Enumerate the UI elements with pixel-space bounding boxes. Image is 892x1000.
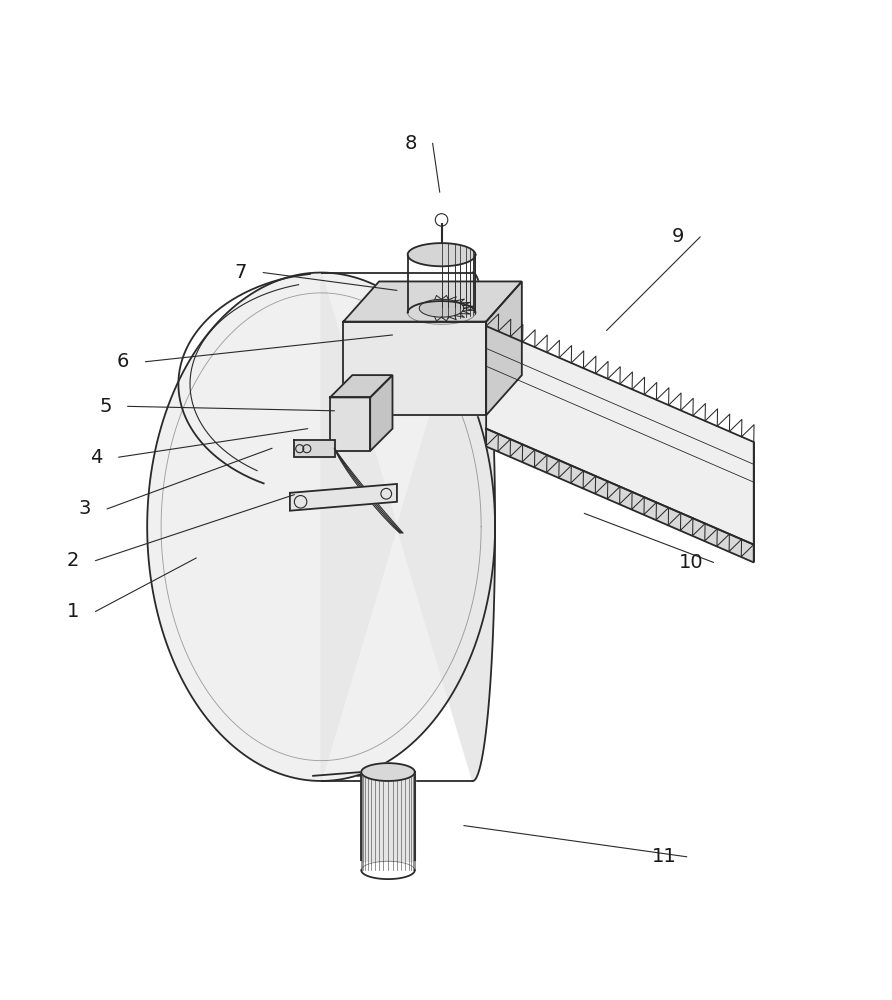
Text: 1: 1 xyxy=(67,602,79,621)
Text: 8: 8 xyxy=(404,134,417,153)
Polygon shape xyxy=(343,281,522,322)
Polygon shape xyxy=(419,299,464,317)
Text: 7: 7 xyxy=(235,263,247,282)
Polygon shape xyxy=(290,484,397,511)
Polygon shape xyxy=(361,772,415,861)
Text: 10: 10 xyxy=(679,553,704,572)
Polygon shape xyxy=(147,273,495,781)
Text: 6: 6 xyxy=(117,352,129,371)
Polygon shape xyxy=(408,243,475,266)
Polygon shape xyxy=(486,281,522,415)
Polygon shape xyxy=(321,273,495,781)
Polygon shape xyxy=(343,322,486,415)
Polygon shape xyxy=(361,763,415,781)
Text: 4: 4 xyxy=(90,448,103,467)
Text: 5: 5 xyxy=(99,397,112,416)
Polygon shape xyxy=(330,397,370,451)
Text: 3: 3 xyxy=(78,499,91,518)
Text: 11: 11 xyxy=(652,847,677,866)
Text: 9: 9 xyxy=(672,227,684,246)
Polygon shape xyxy=(294,440,334,457)
Polygon shape xyxy=(486,326,754,545)
Text: 2: 2 xyxy=(67,551,79,570)
Polygon shape xyxy=(330,375,392,397)
Polygon shape xyxy=(370,375,392,451)
Polygon shape xyxy=(486,429,754,562)
